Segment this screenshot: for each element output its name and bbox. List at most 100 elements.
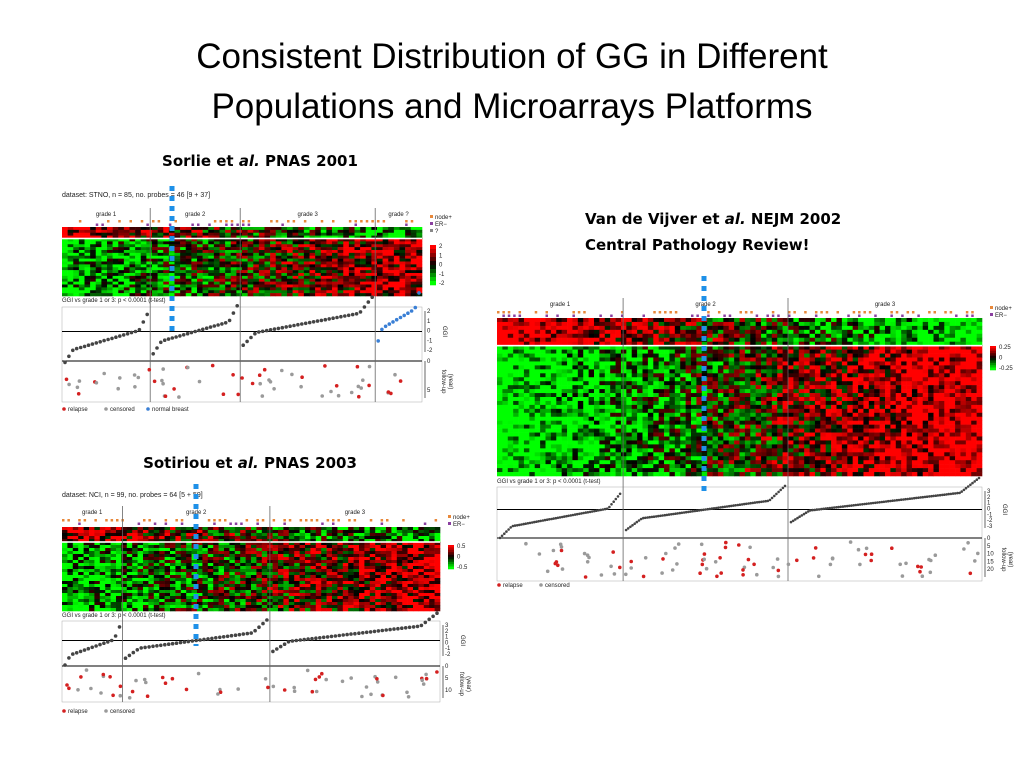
heat-cell: [309, 284, 316, 288]
heat-cell: [653, 329, 659, 335]
heat-cell: [836, 325, 843, 331]
heat-cell: [396, 539, 403, 543]
heat-cell: [922, 337, 929, 342]
heat-cell: [382, 273, 389, 277]
heat-cell: [382, 264, 389, 268]
heat-cell: [95, 247, 102, 251]
heat-cell: [251, 530, 257, 534]
heat-cell: [852, 325, 859, 331]
ggi-dot: [106, 337, 110, 342]
heat-cell: [73, 287, 80, 291]
heat-cell: [976, 337, 983, 342]
heat-cell: [240, 557, 246, 561]
heat-cell: [132, 596, 138, 600]
heat-cell: [529, 333, 536, 339]
heat-cell: [242, 241, 248, 245]
heat-cell: [965, 333, 972, 339]
ggi-dot: [190, 639, 195, 643]
heat-cell: [890, 333, 897, 339]
heat-cell: [434, 545, 441, 549]
heat-cell: [283, 527, 290, 531]
heat-cell: [342, 566, 349, 570]
ggi-dot: [125, 332, 130, 336]
heat-cell: [507, 333, 514, 339]
heat-cell: [191, 539, 198, 543]
heat-cell: [247, 232, 254, 236]
heat-cell: [278, 530, 284, 534]
heat-cell: [416, 238, 423, 242]
heat-cell: [94, 602, 101, 606]
heat-cell: [278, 575, 284, 579]
heat-cell: [380, 605, 387, 609]
heat-cell: [820, 333, 827, 339]
heat-cell: [272, 593, 279, 597]
heat-cell: [407, 599, 414, 603]
heat-cell: [315, 258, 322, 262]
heat-cell: [369, 560, 376, 564]
heat-cell: [298, 273, 305, 277]
heat-cell: [251, 593, 257, 597]
heat-cell: [153, 581, 160, 585]
heat-cell: [337, 536, 344, 540]
marker: [369, 519, 373, 522]
heat-cell: [831, 349, 837, 354]
heat-cell: [342, 581, 349, 585]
heat-cell: [72, 569, 79, 573]
heat-cell: [146, 244, 153, 248]
heat-cell: [717, 321, 724, 327]
heat-cell: [110, 599, 117, 603]
heat-cell: [224, 572, 230, 576]
heat-cell: [380, 539, 387, 543]
ggi-dot: [155, 644, 159, 648]
heat-cell: [348, 542, 354, 546]
heat-cell: [218, 536, 225, 540]
heat-cell: [529, 337, 536, 342]
heat-cell: [116, 578, 122, 582]
heat-cell: [386, 566, 392, 570]
followup-dot: [257, 373, 262, 378]
followup-dot: [236, 392, 240, 397]
heat-cell: [949, 333, 956, 339]
heat-cell: [766, 325, 773, 331]
heat-cell: [234, 593, 241, 597]
heat-cell: [191, 602, 198, 606]
heat-cell: [375, 593, 381, 597]
heat-cell: [197, 548, 203, 552]
heat-cell: [218, 560, 225, 564]
heat-cell: [960, 337, 967, 342]
followup-dot: [116, 386, 120, 391]
heat-cell: [416, 275, 423, 280]
heat-cell: [94, 581, 101, 585]
heat-cell: [315, 548, 322, 552]
heat-cell: [107, 258, 113, 262]
heat-cell: [288, 590, 295, 594]
heat-cell: [283, 533, 290, 537]
heat-cell: [62, 539, 68, 543]
ggi-dot: [366, 300, 371, 304]
followup-dot: [356, 384, 361, 389]
heat-cell: [653, 337, 659, 342]
heat-cell: [163, 278, 170, 282]
ggi-dot: [227, 318, 232, 323]
heat-cell: [186, 575, 192, 579]
heat-cell: [572, 337, 579, 342]
heat-cell: [288, 575, 295, 579]
heat-cell: [305, 590, 311, 594]
heat-cell: [110, 590, 117, 594]
heat-cell: [207, 575, 214, 579]
marker: [256, 522, 259, 525]
heat-cell: [299, 572, 306, 576]
ggi-dot: [206, 637, 210, 641]
heat-cell: [240, 545, 246, 549]
heat-cell: [292, 235, 299, 239]
heat-cell: [258, 264, 265, 268]
heat-cell: [545, 345, 552, 350]
heat-cell: [631, 345, 638, 350]
heat-cell: [272, 539, 279, 543]
heat-cell: [326, 241, 333, 245]
scale-cell: [448, 545, 454, 548]
heat-cell: [137, 563, 144, 567]
heat-cell: [354, 264, 361, 268]
heat-cell: [836, 353, 843, 358]
heat-cell: [599, 333, 606, 339]
